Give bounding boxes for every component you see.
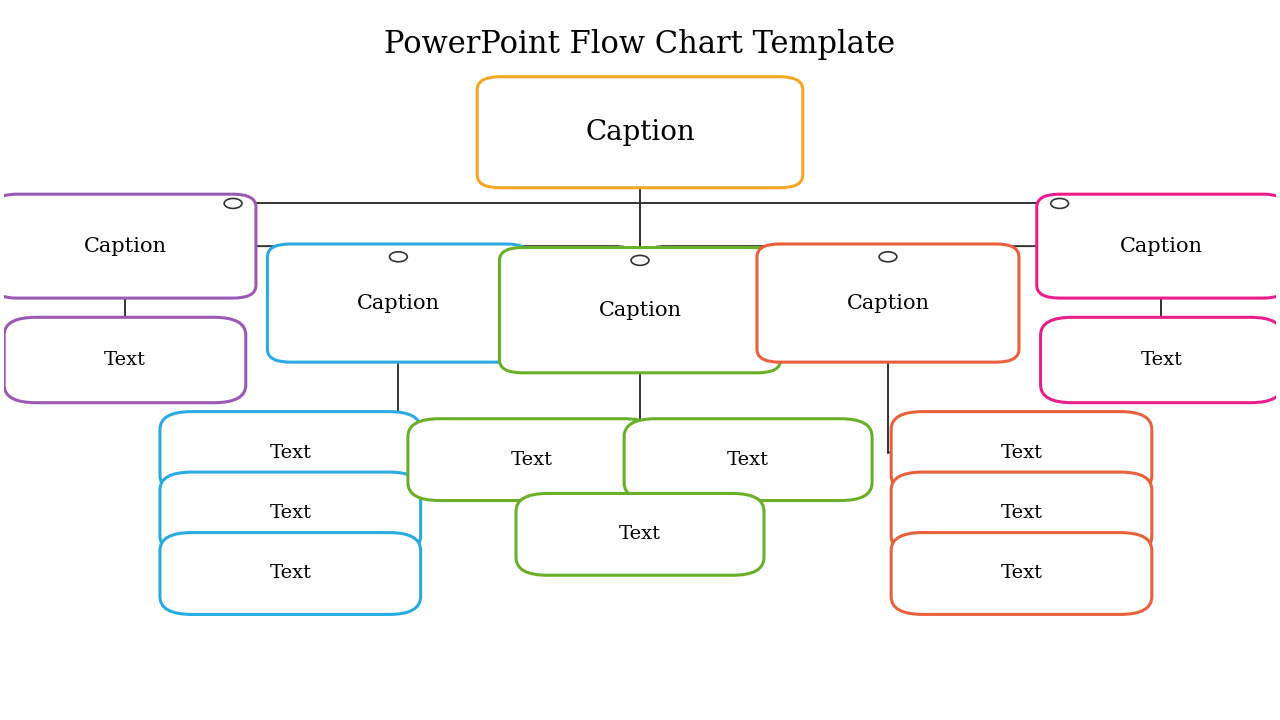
- Circle shape: [224, 199, 242, 208]
- Text: Text: Text: [269, 564, 311, 582]
- FancyBboxPatch shape: [268, 244, 530, 362]
- Text: Caption: Caption: [83, 237, 166, 256]
- Text: Text: Text: [1001, 504, 1042, 522]
- Text: Text: Text: [511, 451, 553, 469]
- Text: Text: Text: [1001, 444, 1042, 462]
- Circle shape: [879, 252, 897, 262]
- FancyBboxPatch shape: [160, 533, 421, 614]
- FancyBboxPatch shape: [1037, 194, 1280, 298]
- Text: Text: Text: [1140, 351, 1183, 369]
- Text: Caption: Caption: [599, 301, 681, 320]
- FancyBboxPatch shape: [477, 77, 803, 188]
- FancyBboxPatch shape: [408, 419, 655, 500]
- FancyBboxPatch shape: [891, 412, 1152, 493]
- Text: Caption: Caption: [585, 119, 695, 145]
- Circle shape: [631, 256, 649, 266]
- Text: Text: Text: [104, 351, 146, 369]
- Text: Caption: Caption: [846, 294, 929, 312]
- Text: Text: Text: [269, 504, 311, 522]
- FancyBboxPatch shape: [160, 472, 421, 554]
- FancyBboxPatch shape: [891, 472, 1152, 554]
- FancyBboxPatch shape: [756, 244, 1019, 362]
- Text: Text: Text: [1001, 564, 1042, 582]
- FancyBboxPatch shape: [0, 194, 256, 298]
- FancyBboxPatch shape: [891, 533, 1152, 614]
- FancyBboxPatch shape: [516, 493, 764, 575]
- Text: Text: Text: [727, 451, 769, 469]
- Text: Text: Text: [620, 526, 660, 544]
- Circle shape: [389, 252, 407, 262]
- Text: Caption: Caption: [357, 294, 440, 312]
- FancyBboxPatch shape: [4, 318, 246, 402]
- Circle shape: [1051, 199, 1069, 208]
- Text: PowerPoint Flow Chart Template: PowerPoint Flow Chart Template: [384, 29, 896, 60]
- FancyBboxPatch shape: [1041, 318, 1280, 402]
- Text: Text: Text: [269, 444, 311, 462]
- FancyBboxPatch shape: [499, 248, 781, 373]
- FancyBboxPatch shape: [160, 412, 421, 493]
- Text: Caption: Caption: [1120, 237, 1203, 256]
- FancyBboxPatch shape: [625, 419, 872, 500]
